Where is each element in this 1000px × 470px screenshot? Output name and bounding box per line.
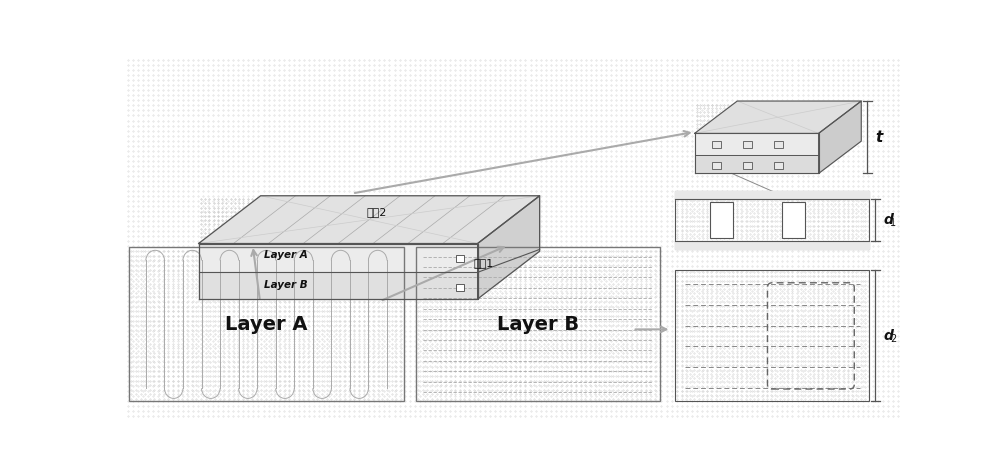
Polygon shape [478,196,540,299]
Text: Layer A: Layer A [264,251,308,260]
Polygon shape [675,191,869,199]
Text: d: d [884,213,894,227]
Polygon shape [675,241,869,249]
Polygon shape [695,156,819,173]
Bar [456,284,464,291]
Text: Layer A: Layer A [225,315,308,334]
Polygon shape [199,243,478,272]
Bar [774,141,783,148]
Bar [712,141,721,148]
Polygon shape [695,133,819,156]
Bar [416,247,660,401]
Polygon shape [695,101,861,133]
Bar [129,247,404,401]
Text: Layer B: Layer B [497,315,579,334]
Text: 出口2: 出口2 [366,207,386,217]
Bar [774,162,783,169]
Text: Layer B: Layer B [264,280,308,290]
Bar [675,270,869,401]
Polygon shape [819,101,861,173]
Polygon shape [199,272,478,299]
Text: t: t [875,130,882,145]
Bar [743,162,752,169]
Bar [675,191,869,249]
Text: 入口1: 入口1 [474,258,494,268]
Bar [456,255,464,262]
Text: d: d [884,329,894,343]
Bar [743,141,752,148]
Bar [710,202,733,238]
Bar [712,162,721,169]
Bar [782,202,805,238]
Polygon shape [199,196,540,243]
Text: 1: 1 [890,219,896,228]
Text: 2: 2 [890,334,896,344]
